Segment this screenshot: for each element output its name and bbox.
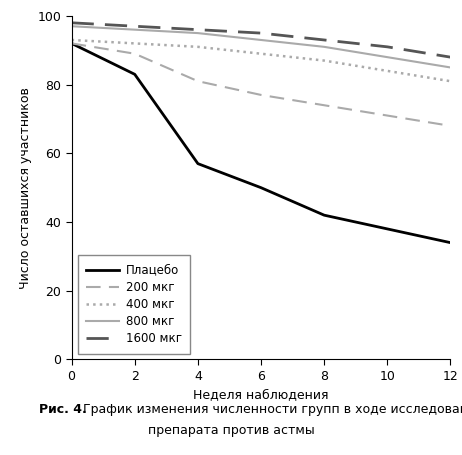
Плацебо — [258, 185, 264, 190]
200 мкг — [195, 78, 201, 84]
400 мкг — [322, 58, 327, 63]
800 мкг — [132, 27, 138, 32]
200 мкг — [69, 40, 74, 46]
Text: Рис. 4.: Рис. 4. — [39, 403, 87, 416]
Плацебо — [384, 226, 390, 232]
1600 мкг — [448, 55, 453, 60]
400 мкг — [448, 78, 453, 84]
400 мкг — [69, 37, 74, 43]
Line: 400 мкг: 400 мкг — [72, 40, 450, 81]
Line: 800 мкг: 800 мкг — [72, 26, 450, 67]
Legend: Плацебо, 200 мкг, 400 мкг, 800 мкг, 1600 мкг: Плацебо, 200 мкг, 400 мкг, 800 мкг, 1600… — [78, 256, 190, 354]
1600 мкг — [322, 37, 327, 43]
1600 мкг — [258, 30, 264, 36]
800 мкг — [384, 55, 390, 60]
Y-axis label: Число оставшихся участников: Число оставшихся участников — [19, 87, 32, 288]
800 мкг — [69, 24, 74, 29]
Line: Плацебо: Плацебо — [72, 43, 450, 243]
200 мкг — [448, 123, 453, 129]
Line: 200 мкг: 200 мкг — [72, 43, 450, 126]
Text: препарата против астмы: препарата против астмы — [148, 424, 314, 437]
Плацебо — [69, 40, 74, 46]
800 мкг — [258, 37, 264, 43]
Плацебо — [195, 161, 201, 167]
200 мкг — [132, 51, 138, 56]
400 мкг — [384, 68, 390, 74]
400 мкг — [258, 51, 264, 56]
400 мкг — [132, 40, 138, 46]
1600 мкг — [195, 27, 201, 32]
200 мкг — [258, 92, 264, 98]
800 мкг — [322, 44, 327, 50]
X-axis label: Неделя наблюдения: Неделя наблюдения — [193, 389, 329, 401]
Плацебо — [322, 212, 327, 218]
Плацебо — [448, 240, 453, 245]
200 мкг — [322, 102, 327, 108]
1600 мкг — [69, 20, 74, 25]
1600 мкг — [384, 44, 390, 50]
800 мкг — [195, 30, 201, 36]
200 мкг — [384, 113, 390, 118]
Плацебо — [132, 71, 138, 77]
400 мкг — [195, 44, 201, 50]
Text: График изменения численности групп в ходе исследования: График изменения численности групп в ход… — [79, 403, 462, 416]
800 мкг — [448, 65, 453, 70]
1600 мкг — [132, 24, 138, 29]
Line: 1600 мкг: 1600 мкг — [72, 23, 450, 57]
